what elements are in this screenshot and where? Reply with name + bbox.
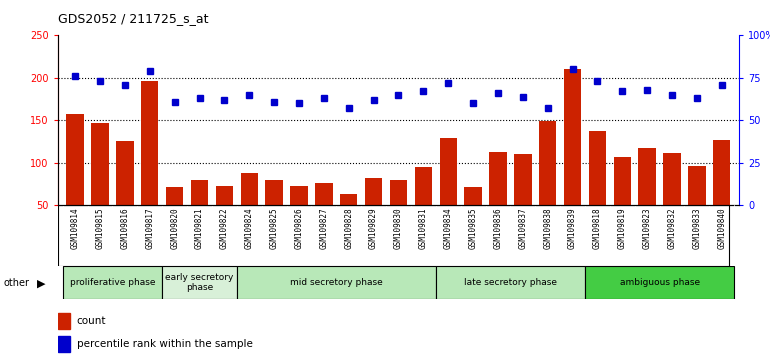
Bar: [440, 138, 457, 205]
Text: late secretory phase: late secretory phase: [464, 278, 557, 287]
Text: GSM109833: GSM109833: [692, 207, 701, 249]
Text: GSM109825: GSM109825: [270, 207, 279, 249]
Bar: [464, 187, 482, 205]
Text: GSM109817: GSM109817: [146, 207, 154, 249]
Text: ambiguous phase: ambiguous phase: [620, 278, 700, 287]
Text: GSM109815: GSM109815: [95, 207, 105, 249]
Text: GSM109826: GSM109826: [294, 207, 303, 249]
Bar: [92, 123, 109, 205]
Bar: [638, 148, 656, 205]
Text: GSM109820: GSM109820: [170, 207, 179, 249]
Bar: [340, 194, 357, 205]
Text: GSM109839: GSM109839: [568, 207, 577, 249]
Text: GSM109835: GSM109835: [469, 207, 477, 249]
Bar: [713, 140, 731, 205]
Bar: [162, 266, 237, 299]
Text: GSM109832: GSM109832: [668, 207, 677, 249]
Text: GSM109840: GSM109840: [718, 207, 726, 249]
Bar: [436, 266, 585, 299]
Bar: [66, 114, 84, 205]
Text: GSM109836: GSM109836: [494, 207, 503, 249]
Bar: [216, 186, 233, 205]
Bar: [564, 69, 581, 205]
Text: GSM109822: GSM109822: [220, 207, 229, 249]
Text: GSM109834: GSM109834: [444, 207, 453, 249]
Bar: [365, 178, 383, 205]
Bar: [514, 154, 531, 205]
Text: GSM109830: GSM109830: [394, 207, 403, 249]
Bar: [688, 166, 705, 205]
Text: early secretory
phase: early secretory phase: [166, 273, 234, 292]
Bar: [240, 173, 258, 205]
Bar: [315, 183, 333, 205]
Text: GSM109814: GSM109814: [71, 207, 79, 249]
Bar: [414, 167, 432, 205]
Bar: [191, 180, 208, 205]
Text: GSM109827: GSM109827: [320, 207, 328, 249]
Bar: [614, 157, 631, 205]
Bar: [585, 266, 735, 299]
Bar: [62, 266, 162, 299]
Text: GSM109821: GSM109821: [195, 207, 204, 249]
Bar: [166, 187, 183, 205]
Text: GSM109837: GSM109837: [518, 207, 527, 249]
Text: other: other: [4, 278, 30, 288]
Bar: [237, 266, 436, 299]
Bar: [58, 336, 70, 352]
Bar: [390, 180, 407, 205]
Text: GSM109824: GSM109824: [245, 207, 254, 249]
Text: GSM109816: GSM109816: [120, 207, 129, 249]
Bar: [266, 180, 283, 205]
Text: count: count: [77, 316, 106, 326]
Bar: [539, 121, 557, 205]
Bar: [663, 154, 681, 205]
Text: ▶: ▶: [37, 278, 45, 288]
Bar: [290, 186, 308, 205]
Text: GSM109829: GSM109829: [369, 207, 378, 249]
Bar: [589, 131, 606, 205]
Text: GSM109818: GSM109818: [593, 207, 602, 249]
Text: GSM109828: GSM109828: [344, 207, 353, 249]
Text: GSM109823: GSM109823: [643, 207, 651, 249]
Text: percentile rank within the sample: percentile rank within the sample: [77, 339, 253, 349]
Text: proliferative phase: proliferative phase: [70, 278, 156, 287]
Text: GSM109831: GSM109831: [419, 207, 428, 249]
Text: GDS2052 / 211725_s_at: GDS2052 / 211725_s_at: [58, 12, 208, 25]
Text: GSM109819: GSM109819: [618, 207, 627, 249]
Text: mid secretory phase: mid secretory phase: [290, 278, 383, 287]
Bar: [58, 313, 70, 329]
Bar: [489, 152, 507, 205]
Bar: [116, 141, 134, 205]
Bar: [141, 81, 159, 205]
Text: GSM109838: GSM109838: [543, 207, 552, 249]
